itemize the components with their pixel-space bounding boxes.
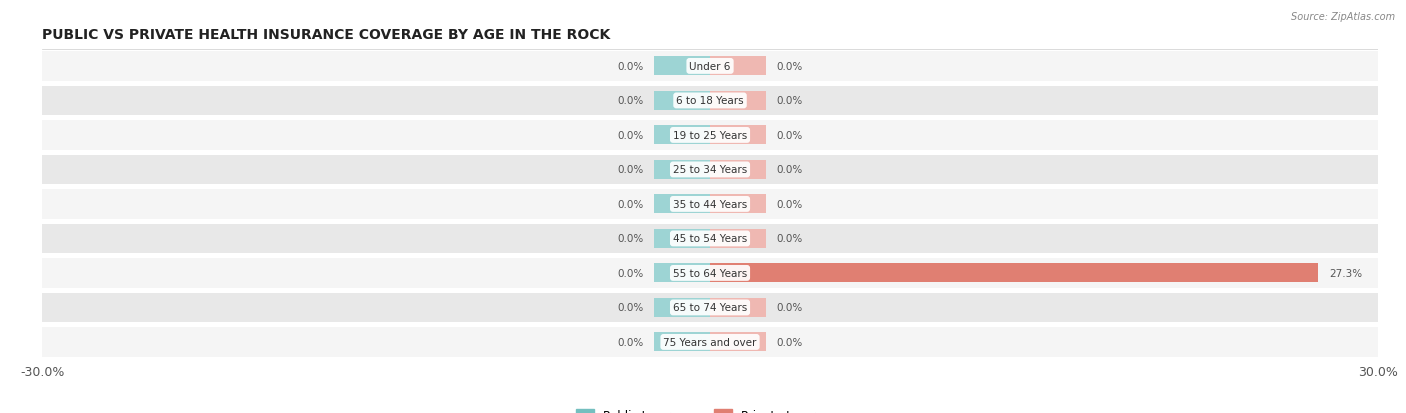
Legend: Public Insurance, Private Insurance: Public Insurance, Private Insurance: [576, 408, 844, 413]
Text: 65 to 74 Years: 65 to 74 Years: [673, 303, 747, 313]
Text: 0.0%: 0.0%: [617, 268, 643, 278]
Text: 55 to 64 Years: 55 to 64 Years: [673, 268, 747, 278]
Text: 0.0%: 0.0%: [776, 62, 803, 72]
Text: 0.0%: 0.0%: [617, 337, 643, 347]
Bar: [654, 298, 710, 317]
Bar: [710, 264, 1317, 283]
Text: 0.0%: 0.0%: [617, 131, 643, 140]
Bar: [710, 229, 766, 248]
Text: 0.0%: 0.0%: [617, 234, 643, 244]
Text: 0.0%: 0.0%: [776, 131, 803, 140]
Bar: [710, 195, 766, 214]
Bar: [654, 264, 710, 283]
Text: 25 to 34 Years: 25 to 34 Years: [673, 165, 747, 175]
Bar: [654, 332, 710, 351]
Bar: [42, 224, 1378, 254]
Text: Under 6: Under 6: [689, 62, 731, 72]
Bar: [654, 195, 710, 214]
Text: 0.0%: 0.0%: [617, 303, 643, 313]
Text: 6 to 18 Years: 6 to 18 Years: [676, 96, 744, 106]
Text: 0.0%: 0.0%: [617, 199, 643, 209]
Bar: [42, 121, 1378, 150]
Bar: [42, 87, 1378, 116]
Bar: [42, 52, 1378, 81]
Text: 75 Years and over: 75 Years and over: [664, 337, 756, 347]
Bar: [710, 161, 766, 180]
Text: 0.0%: 0.0%: [776, 96, 803, 106]
Text: 0.0%: 0.0%: [617, 62, 643, 72]
Bar: [710, 92, 766, 111]
Bar: [710, 298, 766, 317]
Bar: [42, 155, 1378, 185]
Bar: [654, 161, 710, 180]
Text: 19 to 25 Years: 19 to 25 Years: [673, 131, 747, 140]
Text: 0.0%: 0.0%: [776, 165, 803, 175]
Bar: [654, 229, 710, 248]
Bar: [710, 57, 766, 76]
Text: 35 to 44 Years: 35 to 44 Years: [673, 199, 747, 209]
Bar: [654, 92, 710, 111]
Bar: [42, 190, 1378, 219]
Bar: [710, 126, 766, 145]
Text: 0.0%: 0.0%: [776, 234, 803, 244]
Text: Source: ZipAtlas.com: Source: ZipAtlas.com: [1291, 12, 1395, 22]
Text: 0.0%: 0.0%: [617, 165, 643, 175]
Bar: [42, 259, 1378, 288]
Bar: [654, 126, 710, 145]
Text: 45 to 54 Years: 45 to 54 Years: [673, 234, 747, 244]
Bar: [42, 328, 1378, 357]
Text: 0.0%: 0.0%: [617, 96, 643, 106]
Bar: [42, 293, 1378, 322]
Text: PUBLIC VS PRIVATE HEALTH INSURANCE COVERAGE BY AGE IN THE ROCK: PUBLIC VS PRIVATE HEALTH INSURANCE COVER…: [42, 28, 610, 41]
Bar: [710, 332, 766, 351]
Text: 0.0%: 0.0%: [776, 303, 803, 313]
Bar: [654, 57, 710, 76]
Text: 0.0%: 0.0%: [776, 199, 803, 209]
Text: 27.3%: 27.3%: [1329, 268, 1362, 278]
Text: 0.0%: 0.0%: [776, 337, 803, 347]
